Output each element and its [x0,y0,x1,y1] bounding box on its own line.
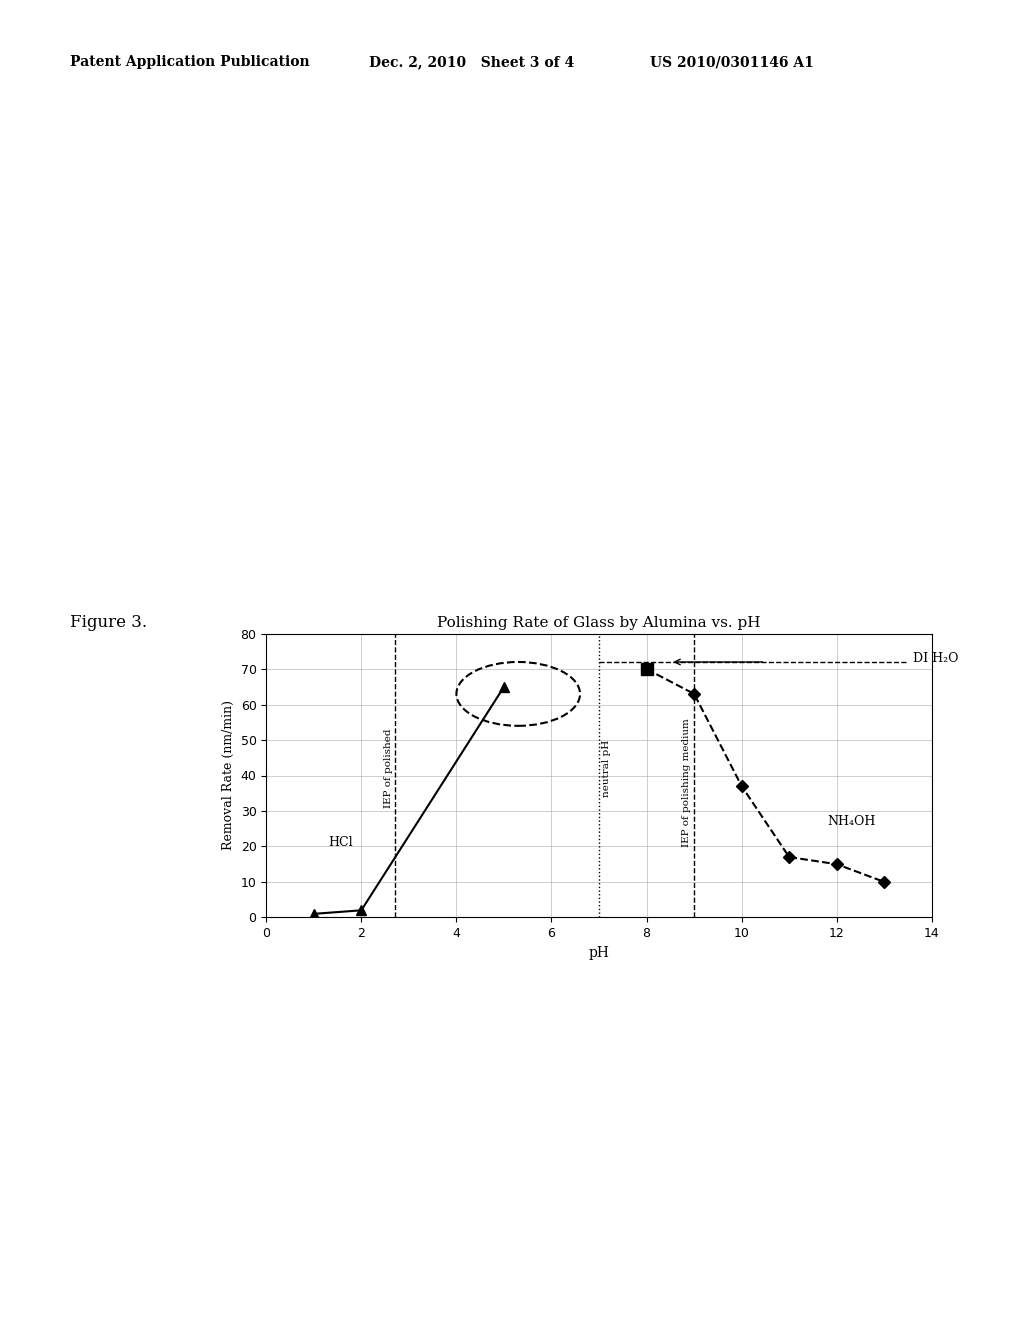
Text: Figure 3.: Figure 3. [70,614,146,631]
Text: IEP of polishing medium: IEP of polishing medium [682,718,691,847]
Title: Polishing Rate of Glass by Alumina vs. pH: Polishing Rate of Glass by Alumina vs. p… [437,615,761,630]
Text: DI H₂O: DI H₂O [912,652,958,665]
Text: HCl: HCl [328,837,352,849]
X-axis label: pH: pH [589,945,609,960]
Text: IEP of polished: IEP of polished [384,729,393,808]
Text: US 2010/0301146 A1: US 2010/0301146 A1 [650,55,814,70]
Text: NH₄OH: NH₄OH [827,816,876,828]
Y-axis label: Removal Rate (nm/min): Removal Rate (nm/min) [222,701,234,850]
Text: Patent Application Publication: Patent Application Publication [70,55,309,70]
Text: neutral pH: neutral pH [602,739,610,797]
Text: Dec. 2, 2010   Sheet 3 of 4: Dec. 2, 2010 Sheet 3 of 4 [369,55,573,70]
